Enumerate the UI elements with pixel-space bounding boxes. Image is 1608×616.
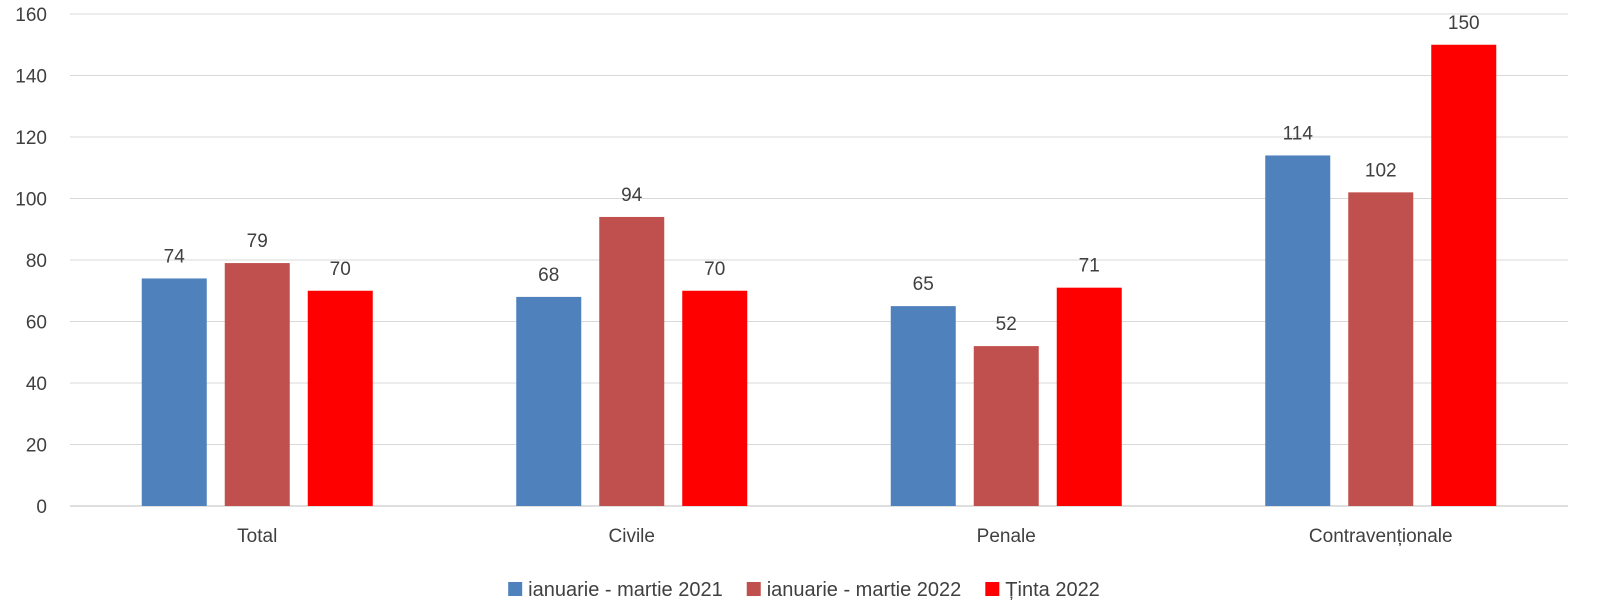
y-tick-label: 80 [26, 251, 47, 272]
x-category-label: Total [237, 526, 277, 547]
y-tick-label: 0 [36, 497, 47, 518]
legend-label: ianuarie - martie 2022 [767, 579, 962, 601]
data-label: 52 [996, 314, 1017, 335]
y-tick-label: 140 [15, 67, 47, 88]
legend-label: Ținta 2022 [1005, 579, 1100, 601]
x-category-label: Civile [609, 526, 655, 547]
y-tick-label: 160 [15, 5, 47, 26]
legend-swatch [746, 582, 761, 596]
bar-civile-series-2 [599, 216, 665, 506]
y-tick-label: 60 [26, 313, 47, 334]
bar-penale-series-1 [890, 306, 956, 506]
data-label: 114 [1283, 123, 1314, 144]
bar-contravenționale-series-2 [1348, 192, 1414, 506]
bar-contravenționale-series-3 [1431, 44, 1497, 506]
data-label: 150 [1448, 13, 1480, 34]
x-category-label: Penale [977, 526, 1036, 547]
bar-total-series-2 [224, 263, 290, 506]
legend-swatch [985, 582, 1000, 596]
legend-label: ianuarie - martie 2021 [528, 579, 723, 601]
bar-civile-series-3 [682, 290, 748, 506]
data-label: 70 [330, 259, 351, 280]
data-label: 102 [1365, 160, 1397, 181]
data-label: 68 [538, 265, 559, 286]
bar-civile-series-1 [516, 296, 582, 506]
data-label: 79 [247, 231, 268, 252]
bar-contravenționale-series-1 [1265, 155, 1331, 506]
data-label: 70 [704, 259, 725, 280]
bar-penale-series-3 [1056, 287, 1122, 506]
legend-swatch [508, 582, 523, 596]
y-tick-label: 120 [15, 128, 47, 149]
bar-penale-series-2 [973, 346, 1039, 506]
x-axis: Total Civile Penale Contravenționale [237, 526, 1452, 547]
gridlines [70, 13, 1568, 507]
x-category-label: Contravenționale [1309, 526, 1453, 547]
y-tick-label: 20 [26, 436, 47, 457]
legend: ianuarie - martie 2021 ianuarie - martie … [508, 579, 1100, 601]
y-tick-label: 100 [15, 190, 47, 211]
data-label: 94 [621, 185, 643, 206]
bars [141, 44, 1497, 506]
bar-total-series-1 [141, 278, 207, 506]
data-label: 65 [913, 274, 934, 295]
bar-total-series-3 [307, 290, 373, 506]
data-labels: 74 79 70 68 94 70 65 52 71 114 102 150 [164, 13, 1480, 335]
y-tick-label: 40 [26, 374, 47, 395]
data-label: 71 [1079, 256, 1100, 277]
data-label: 74 [164, 246, 186, 267]
y-axis: 0 20 40 60 80 100 120 140 160 [15, 5, 47, 518]
